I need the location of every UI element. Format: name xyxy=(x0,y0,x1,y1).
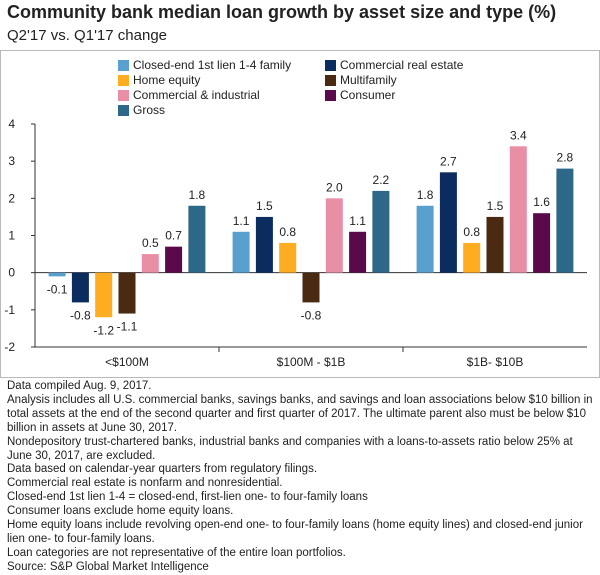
x-tick-label: $100M - $1B xyxy=(277,355,346,369)
bar-gross-100m-1b xyxy=(372,190,390,273)
y-tick-label: 4 xyxy=(8,117,15,131)
legend-label: Multifamily xyxy=(340,73,397,87)
data-label: 3.4 xyxy=(510,128,527,142)
legend-label: Gross xyxy=(133,103,166,117)
footnote: Analysis includes all U.S. commercial ba… xyxy=(7,393,593,434)
data-label: 1.5 xyxy=(256,199,273,213)
data-label: 1.5 xyxy=(487,199,504,213)
bar-home-equity-100m-1b xyxy=(279,242,297,273)
legend-swatch xyxy=(118,75,129,86)
y-tick-label: 1 xyxy=(8,229,15,243)
footnote: Nondepository trust-chartered banks, ind… xyxy=(7,435,573,462)
footnote: Loan categories are not representative o… xyxy=(7,546,346,559)
data-label: 1.1 xyxy=(349,214,366,228)
data-label: -0.8 xyxy=(70,308,91,322)
legend-swatch xyxy=(118,90,129,101)
bar-commercial-real-estate-1b-10b xyxy=(439,172,457,273)
data-label: 1.8 xyxy=(417,188,434,202)
bar-commercial-industrial-1b-10b xyxy=(509,146,527,273)
bar-gross-1b-10b xyxy=(556,168,574,273)
legend-label: Home equity xyxy=(133,73,201,87)
data-label: 2.2 xyxy=(373,173,390,187)
x-tick-label: <$100M xyxy=(105,355,149,369)
bar-commercial-real-estate-100m-1b xyxy=(255,216,273,273)
bar-closed-end-1st-lien-1-4-family-1b-10b xyxy=(416,205,434,273)
footnote: Closed-end 1st lien 1-4 = closed-end, fi… xyxy=(7,491,368,504)
bar-commercial-industrial-100m-1b xyxy=(325,198,343,273)
footnote: Consumer loans exclude home equity loans… xyxy=(7,505,234,518)
data-label: 0.8 xyxy=(279,225,296,239)
bar-closed-end-1st-lien-1-4-family-100m-1b xyxy=(232,231,250,273)
bar-home-equity-100m xyxy=(95,272,113,318)
footnote: Data compiled Aug. 9, 2017. xyxy=(7,380,152,392)
data-label: 0.8 xyxy=(463,225,480,239)
data-label: -1.1 xyxy=(117,320,138,334)
legend-swatch xyxy=(325,60,336,71)
legend-label: Commercial real estate xyxy=(340,58,464,72)
data-label: 1.1 xyxy=(233,214,250,228)
footnote: Data based on calendar-year quarters fro… xyxy=(7,463,318,476)
data-label: -1.2 xyxy=(93,323,114,337)
bar-commercial-real-estate-100m xyxy=(71,272,89,303)
legend-label: Consumer xyxy=(340,88,396,102)
y-tick-label: -2 xyxy=(4,340,15,354)
chart-notes: Data compiled Aug. 9, 2017. Analysis incl… xyxy=(7,380,595,575)
bar-multifamily-100m-1b xyxy=(302,272,320,303)
legend-label: Commercial & industrial xyxy=(133,88,260,102)
legend-swatch xyxy=(325,90,336,101)
data-label: 2.0 xyxy=(326,180,343,194)
y-tick-label: 0 xyxy=(8,266,15,280)
x-tick-label: $1B- $10B xyxy=(467,355,524,369)
data-label: 1.6 xyxy=(533,195,550,209)
y-tick-label: -1 xyxy=(4,303,15,317)
bar-multifamily-1b-10b xyxy=(486,216,504,273)
bar-consumer-1b-10b xyxy=(533,213,551,273)
y-tick-label: 3 xyxy=(8,154,15,168)
chart-subtitle: Q2'17 vs. Q1'17 change xyxy=(7,27,167,44)
footnote: Commercial real estate is nonfarm and no… xyxy=(7,477,283,490)
legend-swatch xyxy=(118,105,129,116)
data-label: 2.8 xyxy=(557,151,574,165)
data-label: 0.7 xyxy=(165,229,182,243)
data-label: 0.5 xyxy=(142,236,159,250)
bar-commercial-industrial-100m xyxy=(141,254,159,273)
bar-closed-end-1st-lien-1-4-family-100m xyxy=(48,272,66,277)
bar-consumer-100m-1b xyxy=(349,231,367,273)
legend-label: Closed-end 1st lien 1-4 family xyxy=(133,58,292,72)
bar-home-equity-1b-10b xyxy=(463,242,481,273)
legend-swatch xyxy=(325,75,336,86)
data-label: 1.8 xyxy=(189,188,206,202)
bar-gross-100m xyxy=(188,205,206,273)
data-label: -0.8 xyxy=(301,308,322,322)
legend-swatch xyxy=(118,60,129,71)
data-label: -0.1 xyxy=(47,282,68,296)
source-note: Source: S&P Global Market Intelligence xyxy=(7,560,209,573)
bar-consumer-100m xyxy=(165,246,183,273)
y-tick-label: 2 xyxy=(8,191,15,205)
footnote: Home equity loans include revolving open… xyxy=(7,519,583,545)
bar-multifamily-100m xyxy=(118,272,136,314)
data-label: 2.7 xyxy=(440,154,457,168)
chart-title: Community bank median loan growth by ass… xyxy=(7,2,557,22)
